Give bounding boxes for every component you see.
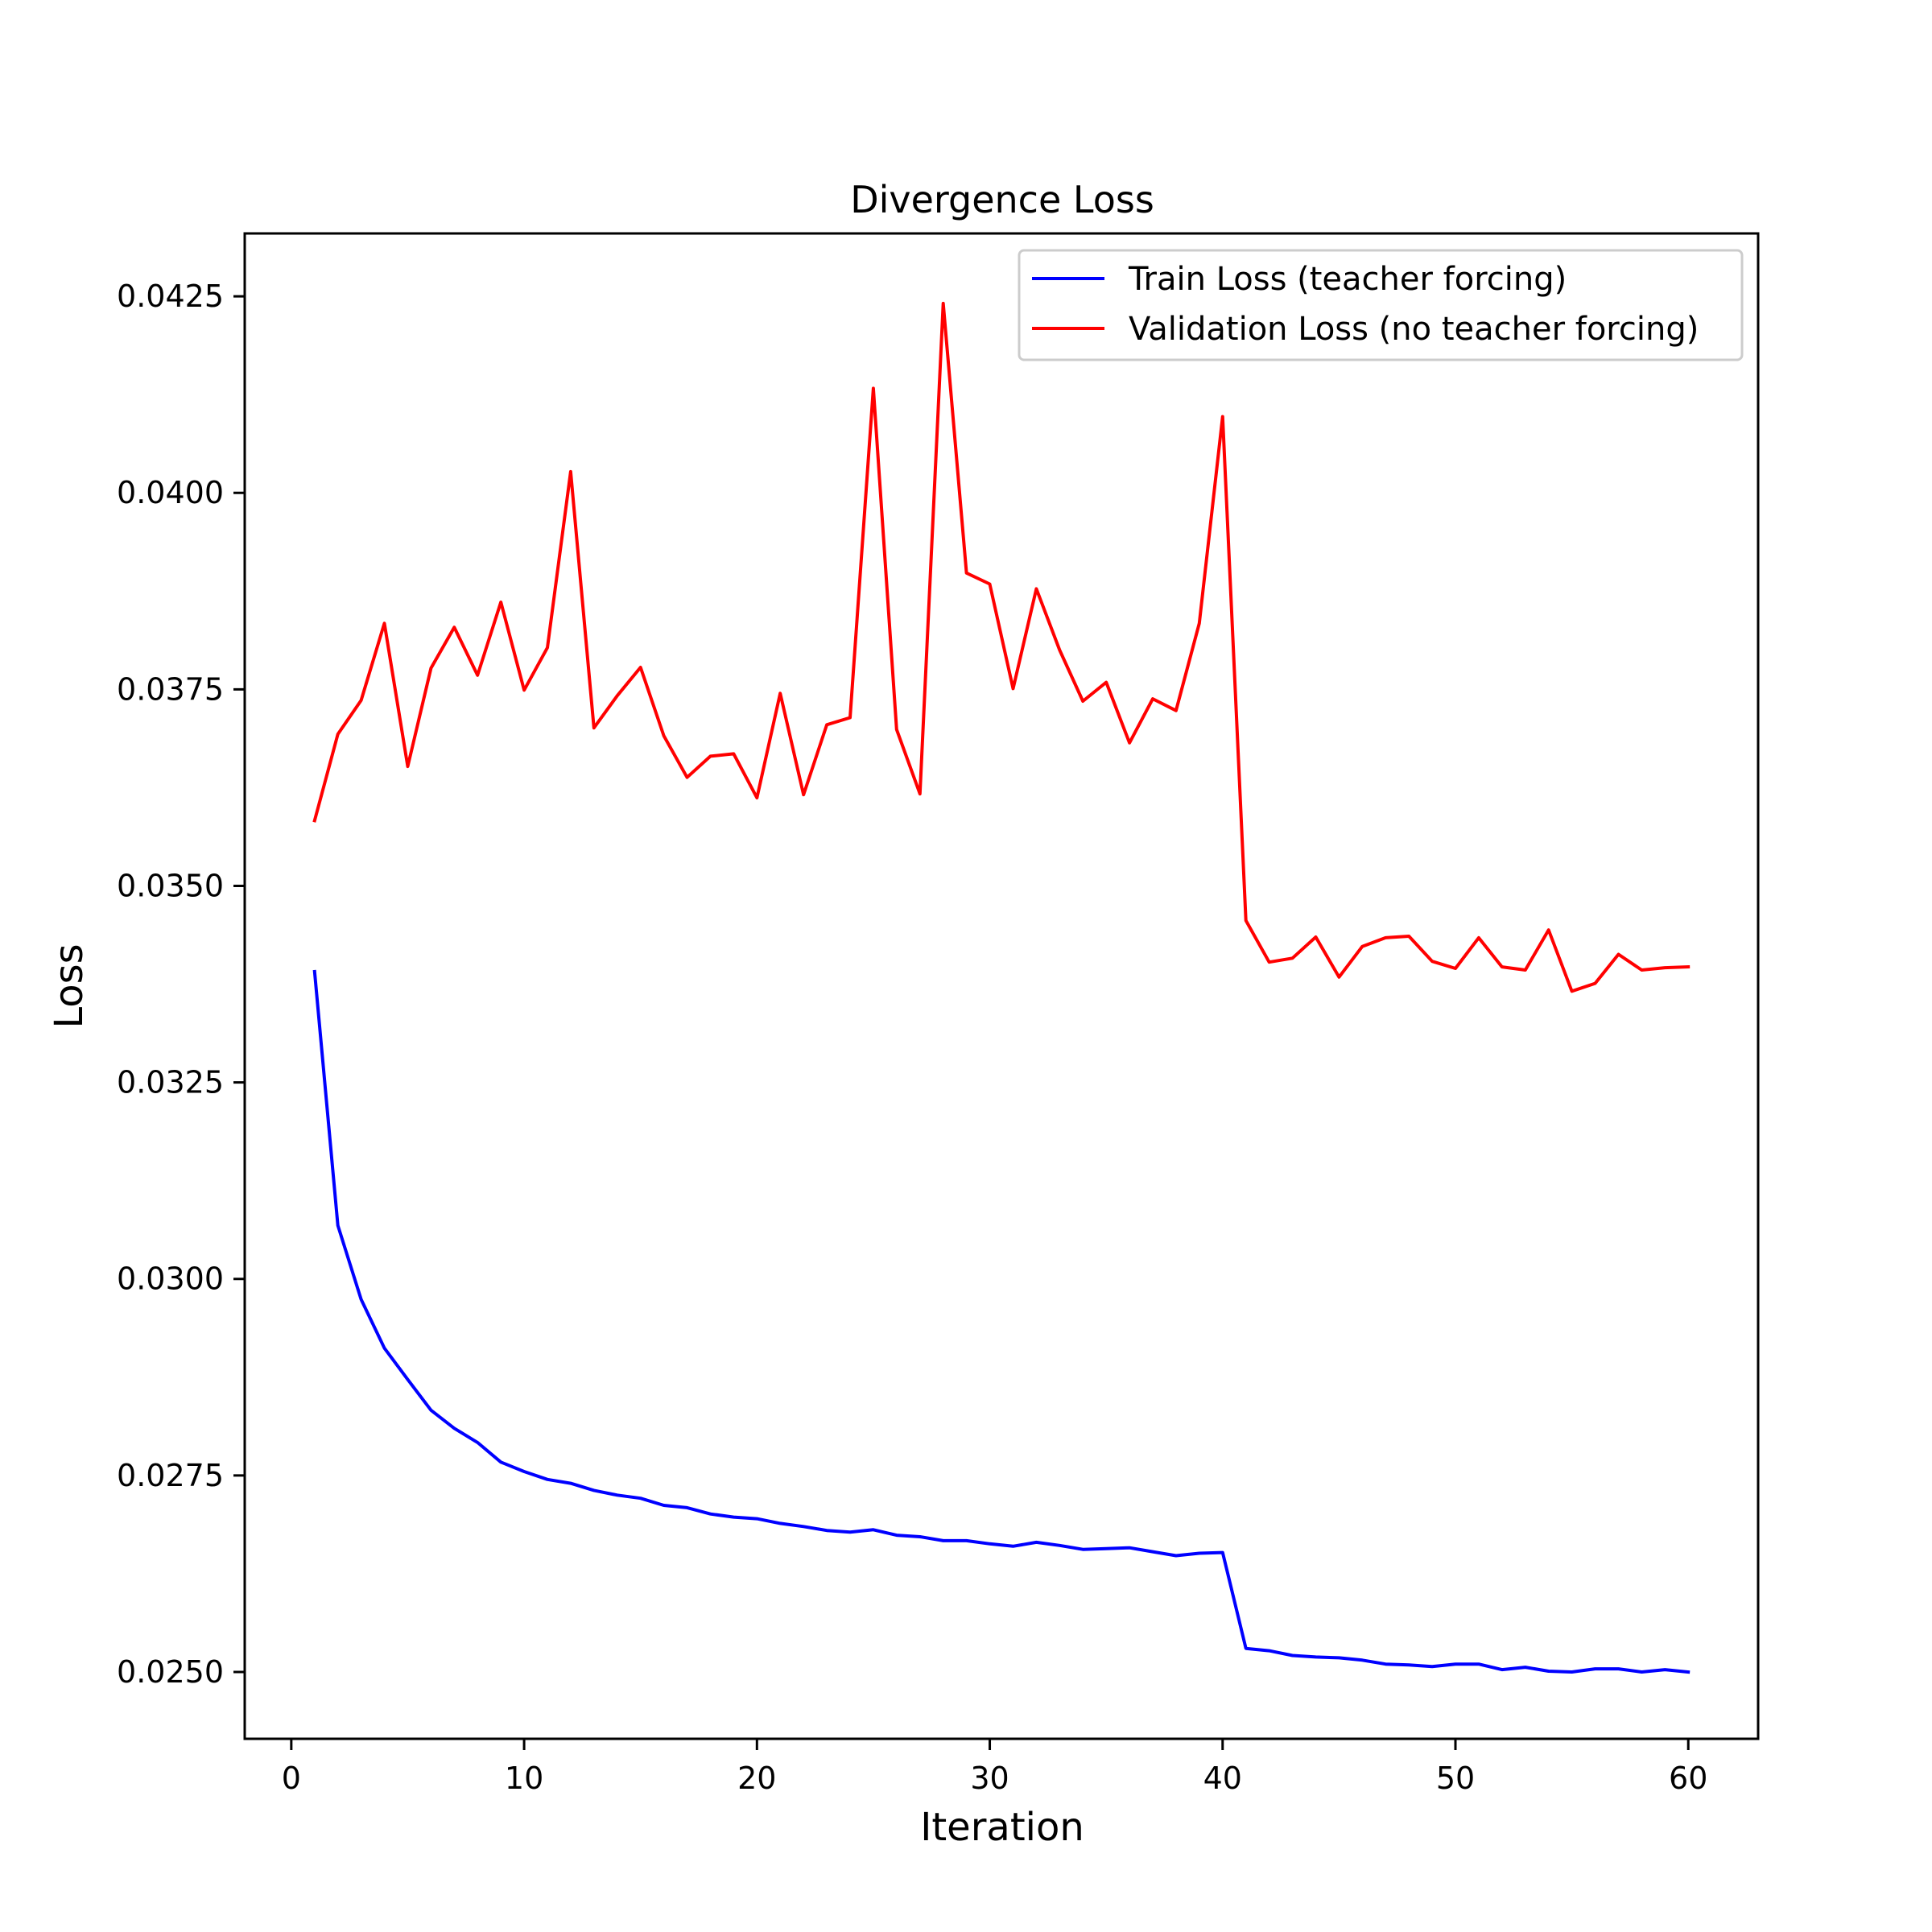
x-tick-label: 40: [1203, 1761, 1242, 1796]
x-tick-label: 50: [1436, 1761, 1475, 1796]
x-tick-label: 60: [1669, 1761, 1707, 1796]
x-axis-ticks: 0 10 20 30 40 50 60: [282, 1739, 1707, 1796]
y-tick-label: 0.0350: [117, 868, 224, 903]
y-axis-ticks: 0.0250 0.0275 0.0300 0.0325 0.0350 0.0375 0.04…: [117, 279, 245, 1690]
legend-label-validation: Validation Loss (no teacher forcing): [1129, 311, 1699, 348]
x-axis-label: Iteration: [920, 1805, 1084, 1850]
legend: Train Loss (teacher forcing) Validation …: [1018, 249, 1744, 361]
y-tick-label: 0.0425: [117, 279, 224, 314]
train-loss-line: [312, 969, 1690, 1674]
y-tick-label: 0.0275: [117, 1458, 224, 1493]
x-tick-label: 20: [737, 1761, 776, 1796]
y-axis-label: Loss: [47, 943, 92, 1028]
plot-frame: [243, 232, 1760, 1740]
y-tick-label: 0.0400: [117, 475, 224, 510]
validation-loss-line: [312, 301, 1690, 993]
y-tick-label: 0.0325: [117, 1065, 224, 1100]
x-tick-label: 0: [282, 1761, 301, 1796]
x-tick-label: 10: [505, 1761, 543, 1796]
legend-label-train: Train Loss (teacher forcing): [1128, 261, 1567, 298]
x-tick-label: 30: [970, 1761, 1009, 1796]
y-tick-label: 0.0300: [117, 1261, 224, 1297]
legend-box: [1018, 249, 1744, 361]
y-tick-label: 0.0250: [117, 1654, 224, 1690]
y-tick-label: 0.0375: [117, 671, 224, 707]
series-layer: [312, 301, 1690, 1674]
chart-title: Divergence Loss: [850, 178, 1154, 221]
